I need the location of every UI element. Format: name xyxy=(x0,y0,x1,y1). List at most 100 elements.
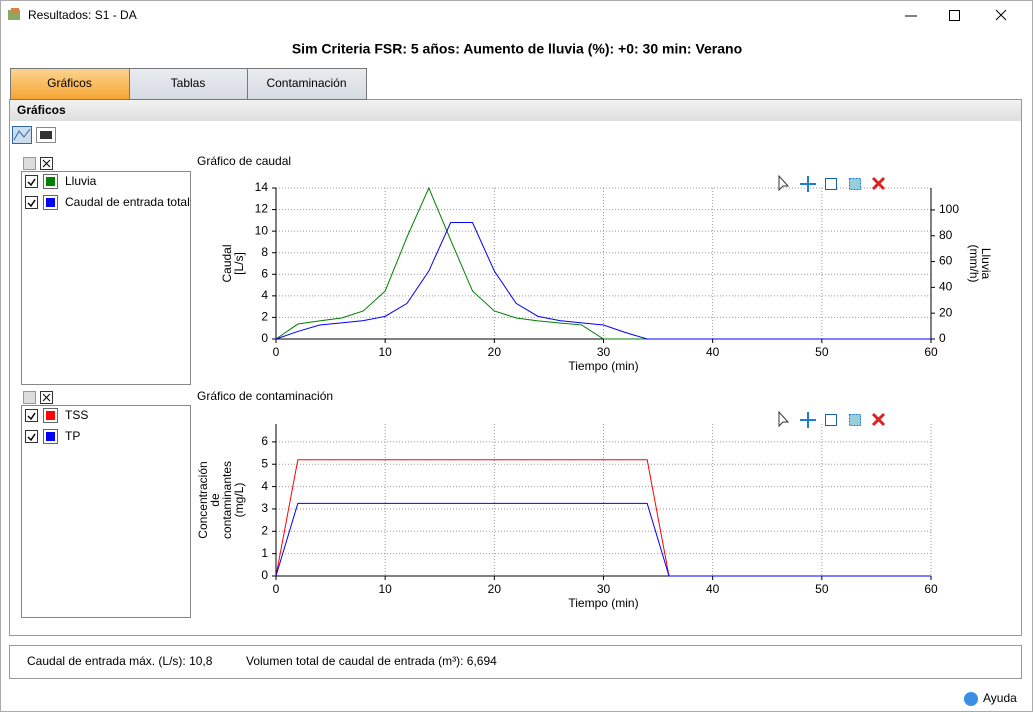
y-tick-label: 2 xyxy=(261,310,268,324)
y-tick-label: 10 xyxy=(255,223,269,237)
x-tick-label: 50 xyxy=(815,582,829,596)
legend-label: TP xyxy=(65,429,80,443)
y-tick-label: 14 xyxy=(255,180,269,194)
remove-tool[interactable] xyxy=(871,412,886,427)
legend-check xyxy=(27,412,36,421)
y-axis-label: [L/s] xyxy=(232,252,246,275)
y-tick-label: 12 xyxy=(255,202,269,216)
pan-tool[interactable] xyxy=(849,178,861,190)
legend-label: Lluvia xyxy=(65,174,97,188)
series-line xyxy=(275,502,931,577)
x-tick-label: 0 xyxy=(273,582,280,596)
pan-tool[interactable] xyxy=(849,414,861,426)
chart-title: Gráfico de caudal xyxy=(197,154,291,168)
section-title: Gráficos xyxy=(17,103,66,117)
y-axis-label: contaminantes xyxy=(220,461,234,539)
chart-title: Gráfico de contaminación xyxy=(197,389,333,403)
close-button[interactable] xyxy=(995,9,1007,21)
y-axis-label: de xyxy=(208,493,222,507)
tab-label: Gráficos xyxy=(47,76,92,90)
x-tick-label: 10 xyxy=(378,582,392,596)
crosshair-tool[interactable] xyxy=(800,176,816,192)
y-tick-label: 0 xyxy=(261,568,268,582)
window-title: Resultados: S1 - DA xyxy=(28,8,137,22)
tab-label: Tablas xyxy=(171,76,206,90)
legend-checkbox[interactable] xyxy=(25,409,38,422)
check-all-button[interactable] xyxy=(23,391,36,404)
y-tick-label: 6 xyxy=(261,266,268,280)
x-axis-label: Tiempo (min) xyxy=(568,359,638,373)
y-tick-label: 1 xyxy=(261,546,268,560)
check-all-button[interactable] xyxy=(23,157,36,170)
y-tick-label: 8 xyxy=(261,245,268,259)
pointer-tool[interactable] xyxy=(778,410,790,428)
uncheck-icon xyxy=(42,159,51,168)
y2-tick-label: 60 xyxy=(939,254,953,268)
legend-swatch xyxy=(46,411,55,420)
y-tick-label: 4 xyxy=(261,288,268,302)
y2-tick-label: 80 xyxy=(939,228,953,242)
x-tick-label: 20 xyxy=(488,582,502,596)
series-line xyxy=(275,222,931,340)
legend-check xyxy=(27,178,36,187)
legend-checkbox[interactable] xyxy=(25,430,38,443)
y-tick-label: 3 xyxy=(261,501,268,515)
uncheck-icon xyxy=(42,393,51,402)
x-tick-label: 30 xyxy=(597,582,611,596)
x-axis-label: Tiempo (min) xyxy=(568,596,638,610)
y-tick-label: 5 xyxy=(261,456,268,470)
legend-check xyxy=(27,199,36,208)
legend-swatch xyxy=(46,177,55,186)
x-tick-label: 30 xyxy=(597,345,611,359)
legend-label: Caudal de entrada total xyxy=(65,195,190,209)
remove-tool[interactable] xyxy=(871,176,886,191)
app-icon xyxy=(8,8,20,20)
y2-tick-label: 100 xyxy=(939,202,959,216)
help-link[interactable]: Ayuda xyxy=(983,691,1017,705)
zoom-tool[interactable] xyxy=(825,414,837,426)
x-tick-label: 10 xyxy=(378,345,392,359)
print-icon xyxy=(40,131,52,139)
y-tick-label: 2 xyxy=(261,523,268,537)
x-tick-label: 0 xyxy=(273,345,280,359)
y-tick-label: 0 xyxy=(261,331,268,345)
pointer-tool[interactable] xyxy=(778,174,790,192)
legend-label: TSS xyxy=(65,408,88,422)
header: Sim Criteria FSR: 5 años: Aumento de llu… xyxy=(292,41,742,57)
help-icon[interactable] xyxy=(964,692,978,706)
y-tick-label: 6 xyxy=(261,434,268,448)
summary-text: Volumen total de caudal de entrada (m³):… xyxy=(246,654,497,668)
crosshair-tool[interactable] xyxy=(800,412,816,428)
legend-checkbox[interactable] xyxy=(25,196,38,209)
y2-axis-label: (mm/h) xyxy=(967,245,981,283)
section-bar xyxy=(10,100,1021,121)
legend-swatch xyxy=(46,198,55,207)
chart-icon xyxy=(13,128,31,141)
legend-checkbox[interactable] xyxy=(25,175,38,188)
x-tick-label: 40 xyxy=(706,582,720,596)
x-tick-label: 50 xyxy=(815,345,829,359)
x-tick-label: 60 xyxy=(924,582,938,596)
y2-tick-label: 40 xyxy=(939,280,953,294)
y-axis-label: (mg/L) xyxy=(232,483,246,518)
summary-box xyxy=(9,645,1022,679)
tab[interactable] xyxy=(129,68,248,100)
y-tick-label: 4 xyxy=(261,479,268,493)
tab-label: Contaminación xyxy=(266,76,346,90)
x-tick-label: 20 xyxy=(488,345,502,359)
y2-tick-label: 0 xyxy=(939,331,946,345)
tab[interactable] xyxy=(247,68,367,100)
tab[interactable] xyxy=(10,68,130,100)
x-tick-label: 60 xyxy=(924,345,938,359)
zoom-tool[interactable] xyxy=(825,178,837,190)
maximize-button[interactable] xyxy=(949,10,960,21)
y2-tick-label: 20 xyxy=(939,305,953,319)
y-axis-label: Concentración xyxy=(196,461,210,538)
y-axis-label: Caudal xyxy=(220,244,234,282)
y2-axis-label: Lluvia xyxy=(979,248,993,280)
x-tick-label: 40 xyxy=(706,345,720,359)
legend-swatch xyxy=(46,432,55,441)
legend-check xyxy=(27,433,36,442)
summary-text: Caudal de entrada máx. (L/s): 10,8 xyxy=(27,654,213,668)
